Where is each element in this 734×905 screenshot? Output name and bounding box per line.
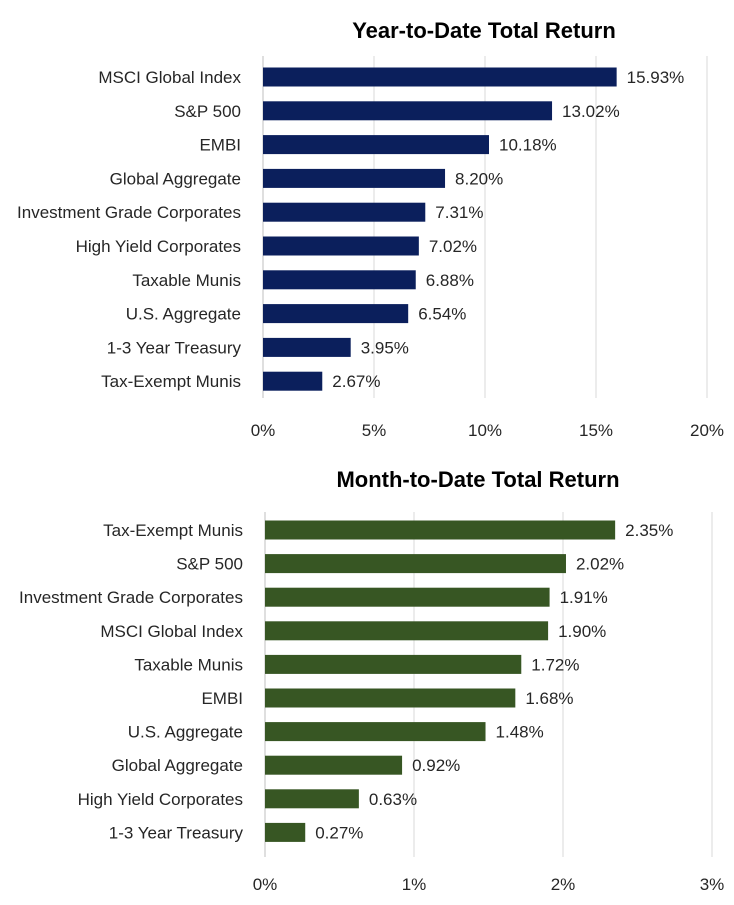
bar xyxy=(265,822,306,842)
category-label: U.S. Aggregate xyxy=(126,305,241,324)
data-label: 0.63% xyxy=(369,790,417,809)
x-tick-label: 5% xyxy=(362,421,387,440)
chart-title: Year-to-Date Total Return xyxy=(352,18,616,43)
data-label: 0.27% xyxy=(315,823,363,842)
data-label: 6.88% xyxy=(426,271,474,290)
data-label: 2.67% xyxy=(332,372,380,391)
x-tick-label: 15% xyxy=(579,421,613,440)
bar xyxy=(265,654,522,674)
data-label: 6.54% xyxy=(418,305,466,324)
category-label: Investment Grade Corporates xyxy=(19,588,243,607)
bar xyxy=(263,202,426,222)
category-label: MSCI Global Index xyxy=(100,622,243,641)
bar xyxy=(265,755,403,775)
bar xyxy=(263,337,351,357)
x-tick-label: 1% xyxy=(402,875,427,894)
bar xyxy=(265,554,566,574)
data-label: 13.02% xyxy=(562,102,620,121)
bar xyxy=(265,520,616,540)
category-label: Global Aggregate xyxy=(112,756,243,775)
data-label: 1.90% xyxy=(558,622,606,641)
category-label: Investment Grade Corporates xyxy=(17,203,241,222)
category-label: Taxable Munis xyxy=(134,655,243,674)
data-label: 1.68% xyxy=(525,689,573,708)
category-label: Tax-Exempt Munis xyxy=(103,521,243,540)
data-label: 10.18% xyxy=(499,136,557,155)
chart-title: Month-to-Date Total Return xyxy=(336,467,619,492)
data-label: 1.48% xyxy=(496,723,544,742)
bar xyxy=(263,270,416,290)
category-label: S&P 500 xyxy=(176,555,243,574)
bar xyxy=(265,722,486,742)
category-label: MSCI Global Index xyxy=(98,68,241,87)
bar xyxy=(263,101,553,121)
data-label: 3.95% xyxy=(361,338,409,357)
category-label: Global Aggregate xyxy=(110,169,241,188)
category-label: Tax-Exempt Munis xyxy=(101,372,241,391)
category-label: EMBI xyxy=(201,689,243,708)
bar xyxy=(263,236,419,256)
x-tick-label: 0% xyxy=(253,875,278,894)
category-label: 1-3 Year Treasury xyxy=(107,338,242,357)
bar xyxy=(265,587,550,607)
data-label: 8.20% xyxy=(455,169,503,188)
x-tick-label: 10% xyxy=(468,421,502,440)
mtd-chart: Month-to-Date Total Return 0% 1% 2% 3% Tax-Ex… xyxy=(19,467,724,894)
data-label: 2.35% xyxy=(625,521,673,540)
x-tick-label: 2% xyxy=(551,875,576,894)
data-label: 1.91% xyxy=(560,588,608,607)
data-label: 7.02% xyxy=(429,237,477,256)
category-label: S&P 500 xyxy=(174,102,241,121)
category-label: High Yield Corporates xyxy=(76,237,241,256)
ytd-chart: Year-to-Date Total Return 0% 5% 10% 15% 20% MS… xyxy=(17,18,724,440)
bar xyxy=(265,688,516,708)
x-tick-label: 0% xyxy=(251,421,276,440)
data-label: 7.31% xyxy=(435,203,483,222)
data-label: 0.92% xyxy=(412,756,460,775)
bar xyxy=(263,168,446,188)
data-label: 2.02% xyxy=(576,555,624,574)
bar xyxy=(265,621,549,641)
x-tick-label: 3% xyxy=(700,875,725,894)
bar xyxy=(263,304,409,324)
category-label: U.S. Aggregate xyxy=(128,723,243,742)
category-label: Taxable Munis xyxy=(132,271,241,290)
bar xyxy=(265,789,359,809)
data-label: 1.72% xyxy=(531,655,579,674)
bar xyxy=(263,135,489,155)
category-label: 1-3 Year Treasury xyxy=(109,823,244,842)
category-label: EMBI xyxy=(199,136,241,155)
category-label: High Yield Corporates xyxy=(78,790,243,809)
bar xyxy=(263,371,323,391)
bar xyxy=(263,67,617,87)
data-label: 15.93% xyxy=(627,68,685,87)
x-tick-label: 20% xyxy=(690,421,724,440)
